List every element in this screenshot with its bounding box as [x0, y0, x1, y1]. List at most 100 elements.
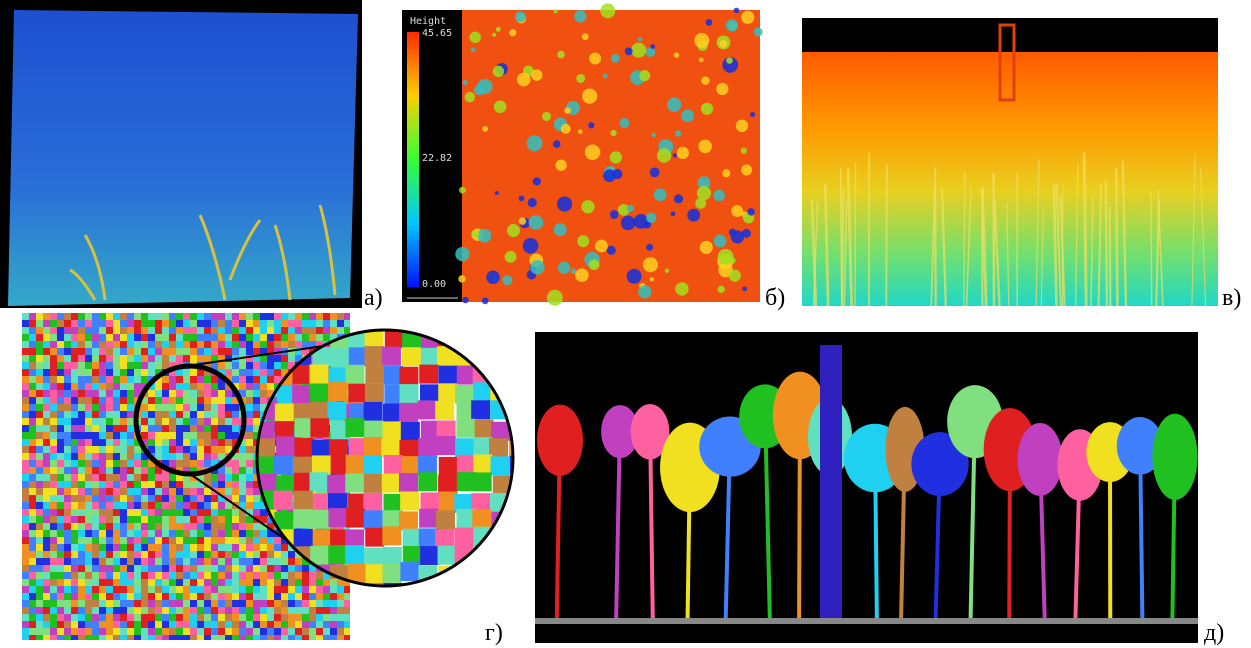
spot	[582, 88, 597, 103]
cell	[71, 558, 78, 565]
cell	[57, 327, 64, 334]
cell	[141, 544, 148, 551]
cell	[435, 401, 454, 420]
cell	[36, 544, 43, 551]
panel-label: б)	[765, 285, 785, 311]
cell	[106, 362, 113, 369]
cell	[246, 495, 253, 502]
cell	[197, 537, 204, 544]
cell	[71, 565, 78, 572]
cell	[232, 404, 239, 411]
cell	[490, 566, 509, 585]
cell	[211, 348, 218, 355]
cell	[127, 523, 134, 530]
cell	[148, 551, 155, 558]
cell	[113, 607, 120, 614]
cell	[176, 327, 183, 334]
cell	[106, 474, 113, 481]
cell	[43, 565, 50, 572]
cell	[337, 327, 344, 334]
cell	[162, 537, 169, 544]
cell	[36, 453, 43, 460]
cell	[402, 584, 421, 603]
cell	[36, 551, 43, 558]
cell	[274, 334, 281, 341]
cell	[183, 551, 190, 558]
cell	[246, 488, 253, 495]
cell	[134, 446, 141, 453]
cell	[169, 628, 176, 635]
cell	[197, 320, 204, 327]
cell	[29, 334, 36, 341]
cell	[29, 628, 36, 635]
cell	[113, 327, 120, 334]
cell	[509, 563, 528, 582]
cell	[183, 327, 190, 334]
spot	[627, 269, 642, 284]
cell	[260, 362, 267, 369]
spot	[699, 58, 704, 63]
cell	[134, 467, 141, 474]
cell	[85, 460, 92, 467]
cell	[99, 397, 106, 404]
cell	[36, 341, 43, 348]
cell	[274, 593, 281, 600]
cell	[239, 635, 246, 642]
cell	[99, 537, 106, 544]
cell	[302, 586, 309, 593]
cell	[197, 390, 204, 397]
cell	[148, 397, 155, 404]
cell	[197, 348, 204, 355]
cell	[29, 537, 36, 544]
cell	[141, 320, 148, 327]
cell	[57, 593, 64, 600]
cell	[169, 481, 176, 488]
cell	[99, 474, 106, 481]
spot	[465, 92, 476, 103]
spot	[553, 140, 561, 148]
cell	[232, 614, 239, 621]
cell	[78, 614, 85, 621]
cell	[43, 355, 50, 362]
cell	[253, 376, 260, 383]
cell	[29, 453, 36, 460]
cell	[106, 558, 113, 565]
cell	[239, 495, 246, 502]
cell	[85, 474, 92, 481]
cell	[120, 551, 127, 558]
cell	[169, 334, 176, 341]
cell	[211, 313, 218, 320]
cell	[295, 320, 302, 327]
cell	[50, 502, 57, 509]
cell	[239, 530, 246, 537]
spot	[493, 66, 504, 77]
cell	[274, 551, 281, 558]
cell	[78, 418, 85, 425]
cell	[328, 508, 347, 527]
cell	[120, 439, 127, 446]
cell	[225, 425, 232, 432]
cell	[260, 614, 267, 621]
cell	[155, 593, 162, 600]
cell	[29, 313, 36, 320]
cell	[267, 376, 274, 383]
cell	[127, 439, 134, 446]
cell	[253, 593, 260, 600]
cell	[225, 565, 232, 572]
cell	[120, 467, 127, 474]
cell	[183, 593, 190, 600]
cell	[113, 411, 120, 418]
cell	[176, 446, 183, 453]
cell	[120, 621, 127, 628]
cell	[316, 593, 323, 600]
cell	[169, 313, 176, 320]
cell	[190, 320, 197, 327]
cell	[78, 551, 85, 558]
cell	[169, 600, 176, 607]
cell	[106, 607, 113, 614]
cell	[64, 572, 71, 579]
cell	[106, 313, 113, 320]
cell	[365, 346, 384, 365]
cell	[78, 467, 85, 474]
cell	[50, 474, 57, 481]
